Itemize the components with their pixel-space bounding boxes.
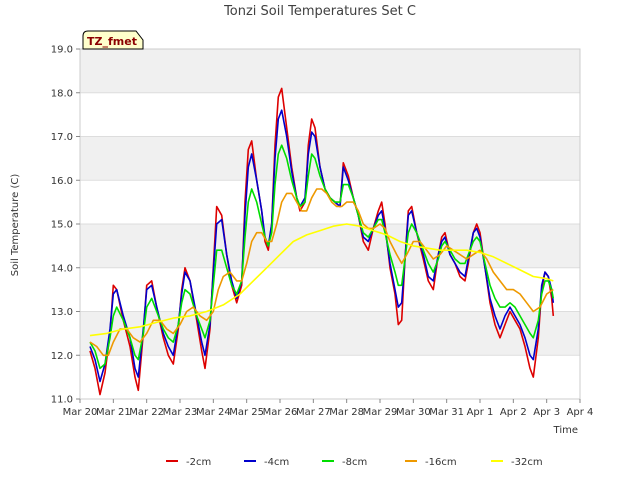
- y-tick-label: 14.0: [51, 263, 73, 274]
- x-tick-label: Mar 27: [296, 407, 331, 418]
- y-tick-label: 17.0: [51, 132, 73, 143]
- x-tick-label: Apr 2: [500, 407, 527, 418]
- y-axis-label: Soil Temperature (C): [10, 174, 21, 277]
- series-line-m16cm: [89, 188, 554, 357]
- x-tick-label: Apr 4: [567, 407, 594, 418]
- x-tick-label: Mar 20: [63, 407, 98, 418]
- y-tick-label: 15.0: [51, 220, 73, 231]
- series-line-m32cm: [89, 223, 554, 337]
- x-tick-label: Mar 30: [396, 407, 431, 418]
- series-line-m4cm: [89, 109, 555, 383]
- legend-label: -32cm: [511, 457, 543, 468]
- x-tick-label: Mar 29: [363, 407, 398, 418]
- y-tick-label: 16.0: [51, 176, 73, 187]
- y-tick-label: 13.0: [51, 307, 73, 318]
- badge-label: TZ_fmet: [87, 35, 137, 48]
- legend-label: -16cm: [425, 457, 457, 468]
- x-tick-label: Mar 24: [196, 407, 231, 418]
- legend-label: -4cm: [264, 457, 289, 468]
- x-tick-label: Mar 21: [96, 407, 131, 418]
- series-layer: [89, 87, 555, 396]
- x-tick-label: Mar 28: [329, 407, 364, 418]
- plot-band: [80, 49, 580, 93]
- x-tick-label: Mar 22: [129, 407, 164, 418]
- x-tick-label: Apr 1: [467, 407, 494, 418]
- chart-title: Tonzi Soil Temperatures Set C: [223, 4, 416, 19]
- legend-label: -8cm: [342, 457, 367, 468]
- y-tick-label: 18.0: [51, 88, 73, 99]
- y-tick-label: 12.0: [51, 351, 73, 362]
- x-tick-label: Mar 31: [429, 407, 464, 418]
- x-tick-label: Mar 25: [229, 407, 264, 418]
- legend: -2cm -4cm -8cm -16cm -32cm: [166, 457, 543, 468]
- y-tick-label: 11.0: [51, 395, 73, 406]
- x-tick-label: Mar 23: [163, 407, 198, 418]
- x-axis-label: Time: [553, 425, 578, 436]
- y-axis-ticks: 11.0 12.0 13.0 14.0 15.0 16.0 17.0 18.0 19.0: [51, 45, 80, 406]
- series-line-m8cm: [89, 144, 555, 370]
- plot-band: [80, 136, 580, 181]
- x-tick-label: Apr 3: [533, 407, 560, 418]
- instrument-badge: TZ_fmet: [82, 30, 144, 50]
- y-tick-label: 19.0: [51, 45, 73, 56]
- plot-band: [80, 224, 580, 268]
- legend-label: -2cm: [186, 457, 211, 468]
- x-tick-label: Mar 26: [263, 407, 298, 418]
